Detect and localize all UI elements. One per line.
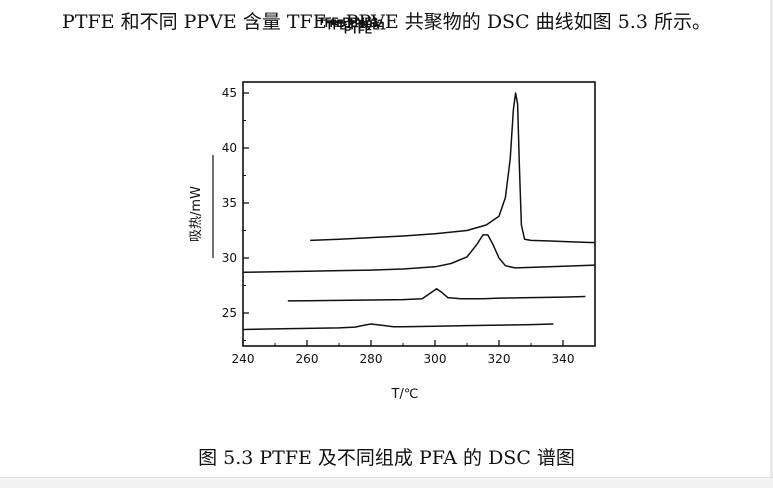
x-tick-label: 320 [488,352,511,366]
series-label: TFE-PPVE3 [318,16,378,28]
y-tick-label: 35 [222,196,237,210]
figure-caption: 图 5.3 PTFE 及不同组成 PFA 的 DSC 谱图 [198,447,575,469]
x-tick-label: 300 [424,352,447,366]
bottom-bar [0,477,773,488]
y-axis: 25 30 35 40 45 [222,86,249,341]
series-line-ptfe [310,92,596,244]
series-line-tfe-ppve3 [242,323,554,331]
series-label: PTFE [344,25,372,37]
x-axis: 240 260 280 300 320 340 [232,340,575,366]
y-axis-title-group: 吸热/mW [189,155,214,258]
window-edge [770,0,773,477]
x-tick-label: 340 [552,352,575,366]
series-line-tfe-ppve1 [242,234,596,274]
plot-border [242,81,596,347]
y-tick-label: 30 [222,251,237,265]
plot-frame [242,81,596,347]
series-line-tfe-ppve2 [287,288,586,302]
y-tick-label: 25 [222,306,237,320]
x-tick-label: 280 [360,352,383,366]
x-tick-label: 260 [296,352,319,366]
series-label: TFE-PPVE2 [323,18,383,30]
y-axis-title: 吸热/mW [189,186,204,242]
series-lines [242,92,596,331]
y-tick-label: 40 [222,141,237,155]
x-axis-title: T/℃ [391,387,419,402]
series-label: TFE-PPVE1 [326,21,386,33]
dsc-chart: 25 30 35 40 45 240 260 280 300 320 340 PTFETFE-PP… [189,16,596,402]
intro-text: PTFE 和不同 PPVE 含量 TFE－PPVE 共聚物的 DSC 曲线如图 … [62,11,711,33]
x-tick-label: 240 [232,352,255,366]
y-tick-label: 45 [222,86,237,100]
